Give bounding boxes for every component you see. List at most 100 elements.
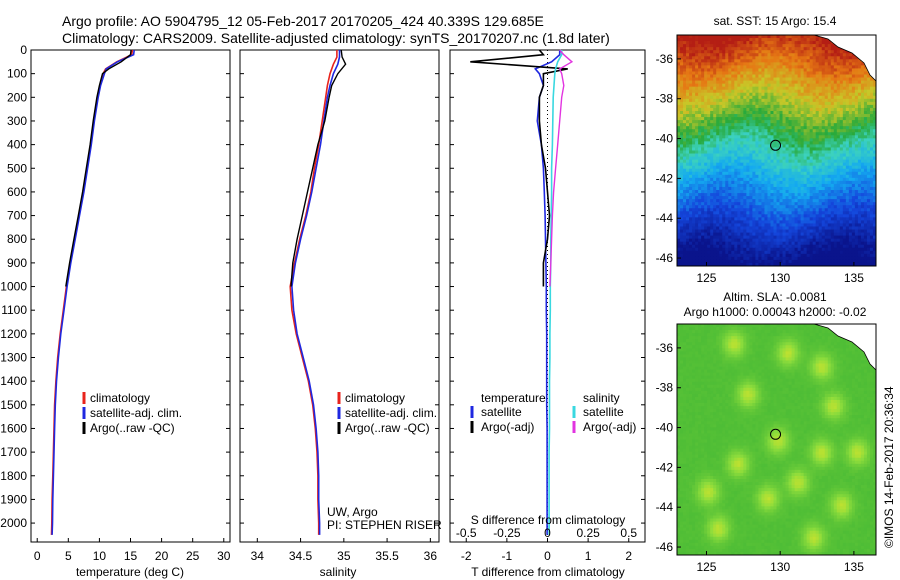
heatmap-cell	[719, 35, 723, 39]
heatmap-cell	[725, 123, 729, 127]
heatmap-cell	[794, 165, 799, 170]
heatmap-cell	[704, 235, 708, 240]
heatmap-cell	[761, 174, 765, 179]
heatmap-cell	[860, 183, 865, 188]
heatmap-cell	[872, 208, 877, 212]
heatmap-cell	[695, 235, 699, 240]
heatmap-cell	[725, 50, 729, 54]
heatmap-cell	[815, 147, 820, 151]
heatmap-cell	[848, 77, 853, 81]
heatmap-cell	[701, 114, 705, 118]
heatmap-cell	[683, 153, 687, 157]
heatmap-cell	[821, 174, 826, 179]
heatmap-cell	[818, 241, 823, 246]
heatmap-cell	[779, 35, 783, 39]
heatmap-cell	[680, 86, 684, 91]
heatmap-cell	[833, 71, 838, 75]
heatmap-cell	[704, 144, 708, 148]
heatmap-cell	[716, 110, 720, 115]
heatmap-cell	[872, 226, 877, 230]
heatmap-cell	[758, 101, 762, 106]
heatmap-cell	[689, 235, 693, 240]
heatmap-cell	[698, 141, 702, 145]
heatmap-cell	[785, 238, 789, 243]
heatmap-cell	[737, 129, 741, 133]
heatmap-cell	[722, 141, 726, 145]
heatmap-cell	[863, 144, 868, 148]
heatmap-cell	[863, 117, 868, 121]
heatmap-cell	[764, 205, 768, 209]
heatmap-cell	[731, 80, 735, 85]
heatmap-cell	[839, 147, 844, 151]
heatmap-cell	[701, 89, 705, 94]
heatmap-cell	[815, 223, 820, 227]
heatmap-cell	[764, 114, 768, 118]
heatmap-cell	[680, 101, 684, 106]
heatmap-cell	[752, 238, 756, 243]
heatmap-cell	[707, 50, 711, 54]
heatmap-cell	[848, 180, 853, 185]
heatmap-cell	[824, 241, 829, 246]
heatmap-cell	[725, 101, 729, 106]
heatmap-cell	[803, 56, 808, 60]
heatmap-cell	[800, 80, 805, 85]
heatmap-cell	[848, 247, 853, 252]
heatmap-cell	[707, 217, 711, 221]
heatmap-cell	[752, 71, 756, 75]
heatmap-cell	[695, 107, 699, 112]
heatmap-cell	[776, 220, 780, 224]
heatmap-cell	[773, 162, 777, 167]
heatmap-cell	[737, 250, 741, 255]
heatmap-cell	[740, 223, 744, 227]
heatmap-cell	[680, 47, 684, 51]
heatmap-cell	[869, 241, 874, 246]
heatmap-cell	[701, 205, 705, 209]
heatmap-cell	[692, 147, 696, 151]
heatmap-cell	[698, 68, 702, 72]
x-tick-label: 1	[585, 549, 592, 563]
heatmap-cell	[728, 41, 732, 45]
heatmap-cell	[824, 120, 829, 124]
heatmap-cell	[698, 171, 702, 176]
heatmap-cell	[815, 141, 820, 145]
heatmap-cell	[683, 174, 687, 179]
heatmap-cell	[767, 211, 771, 215]
heatmap-cell	[770, 196, 774, 200]
heatmap-cell	[848, 165, 853, 170]
heatmap-cell	[824, 38, 829, 42]
heatmap-cell	[707, 183, 711, 188]
heatmap-cell	[755, 232, 759, 237]
heatmap-cell	[755, 107, 759, 112]
heatmap-cell	[809, 159, 814, 164]
heatmap-cell	[710, 110, 714, 115]
heatmap-cell	[818, 62, 823, 66]
heatmap-cell	[833, 86, 838, 91]
heatmap-cell	[779, 104, 783, 109]
heatmap-cell	[743, 202, 747, 206]
heatmap-cell	[716, 50, 720, 54]
heatmap-cell	[821, 241, 826, 246]
x-top-tick-label: 0	[544, 526, 551, 540]
heatmap-cell	[815, 244, 820, 249]
heatmap-cell	[830, 53, 835, 57]
heatmap-cell	[698, 95, 702, 100]
heatmap-cell	[698, 241, 702, 246]
heatmap-cell	[728, 199, 732, 203]
heatmap-cell	[728, 141, 732, 145]
heatmap-cell	[839, 156, 844, 161]
heatmap-cell	[827, 135, 832, 139]
heatmap-cell	[854, 144, 859, 148]
heatmap-cell	[722, 35, 726, 39]
heatmap-cell	[830, 153, 835, 157]
heatmap-cell	[797, 101, 802, 106]
heatmap-cell	[695, 120, 699, 124]
heatmap-cell	[776, 211, 780, 215]
heatmap-cell	[713, 35, 717, 39]
heatmap-cell	[719, 132, 723, 136]
heatmap-cell	[845, 186, 850, 191]
heatmap-cell	[788, 190, 792, 194]
heatmap-cell	[758, 35, 762, 39]
heatmap-cell	[755, 217, 759, 221]
heatmap-cell	[767, 53, 771, 57]
heatmap-cell	[860, 114, 865, 118]
